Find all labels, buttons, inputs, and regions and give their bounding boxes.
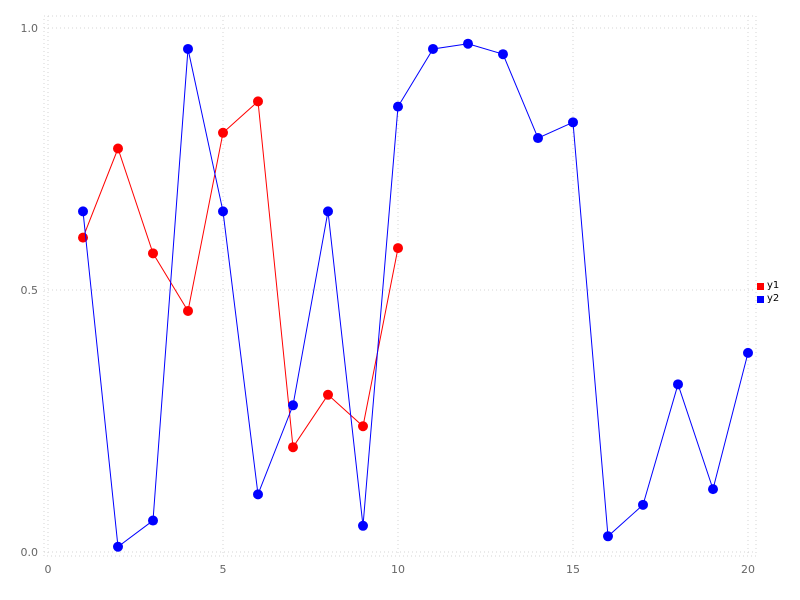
data-point-y1 (183, 305, 193, 316)
data-point-y2 (113, 541, 123, 552)
data-point-y1 (393, 243, 403, 254)
x-axis-tick-labels: 0 5 10 15 20 (45, 563, 756, 576)
data-point-y2 (218, 206, 228, 217)
legend-item-y1: y1 (757, 280, 779, 292)
y-tick-label: 1.0 (21, 22, 39, 35)
series-line-y1 (82, 100, 399, 449)
x-tick-label: 5 (220, 563, 227, 576)
legend-item-y2: y2 (757, 293, 779, 305)
legend-swatch-y1 (757, 282, 764, 290)
data-point-y2 (568, 117, 578, 128)
data-point-y2 (78, 206, 88, 217)
data-point-y2 (673, 379, 683, 390)
data-point-y2 (288, 400, 298, 411)
data-point-y2 (253, 489, 263, 500)
x-tick-label: 10 (391, 563, 405, 576)
legend-label-y2: y2 (767, 293, 780, 304)
data-point-y2 (533, 133, 543, 144)
y-tick-label: 0.5 (21, 284, 39, 297)
data-point-y2 (463, 38, 473, 49)
plot-border (43, 15, 757, 557)
x-tick-label: 15 (566, 563, 580, 576)
x-tick-label: 0 (45, 563, 52, 576)
data-point-y1 (253, 96, 263, 107)
y-axis-tick-labels: 0.0 0.5 1.0 (21, 22, 39, 559)
data-point-y2 (393, 101, 403, 112)
data-point-y2 (638, 499, 648, 510)
data-point-y2 (498, 49, 508, 60)
legend: y1 y2 (757, 280, 779, 305)
data-point-y1 (148, 248, 158, 259)
data-point-y1 (358, 421, 368, 432)
x-tick-label: 20 (741, 563, 755, 576)
data-point-y1 (323, 389, 333, 400)
data-point-y2 (148, 515, 158, 526)
y-tick-label: 0.0 (21, 546, 39, 559)
data-point-y2 (428, 43, 438, 54)
data-point-y2 (323, 206, 333, 217)
legend-label-y1: y1 (767, 280, 780, 291)
data-point-y1 (113, 143, 123, 154)
data-point-y2 (708, 484, 718, 495)
data-point-y2 (358, 520, 368, 531)
legend-swatch-y2 (757, 295, 764, 303)
grid (44, 16, 756, 556)
data-point-y1 (218, 127, 228, 138)
data-point-y1 (288, 442, 298, 453)
data-point-y2 (183, 43, 193, 54)
data-point-y2 (603, 531, 613, 542)
series-y2 (78, 38, 753, 552)
data-point-y2 (743, 347, 753, 358)
series-line-y2 (82, 43, 749, 548)
series-y1 (78, 96, 403, 453)
